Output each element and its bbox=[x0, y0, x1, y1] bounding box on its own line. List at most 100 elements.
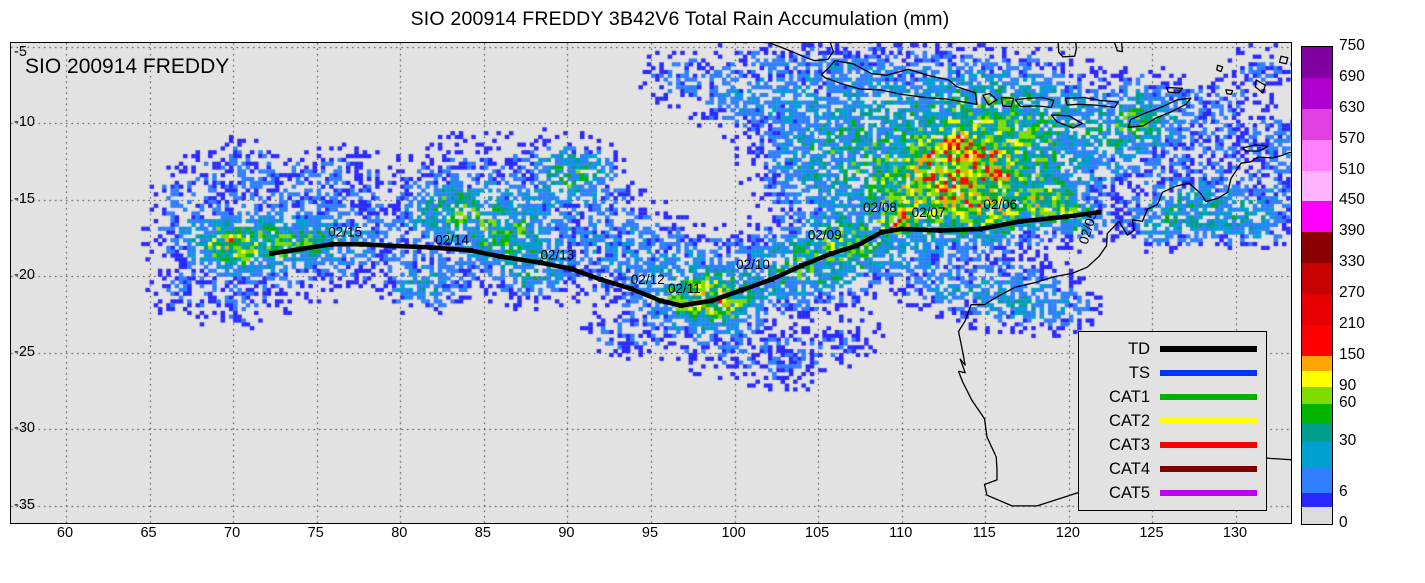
track-point-marker bbox=[598, 276, 604, 282]
track-point-marker bbox=[1063, 214, 1069, 220]
track-point-marker bbox=[738, 287, 744, 293]
x-axis-tick-label: 65 bbox=[140, 525, 157, 541]
legend-label: TS bbox=[1128, 363, 1150, 382]
track-date-label: 02/09 bbox=[808, 228, 842, 243]
colorbar-band bbox=[1302, 507, 1332, 524]
colorbar-band bbox=[1302, 387, 1332, 404]
x-axis-tick-label: 70 bbox=[224, 525, 241, 541]
track-point-marker bbox=[387, 243, 393, 249]
track-date-label: 02/07 bbox=[912, 205, 946, 220]
y-axis-tick-label: -5 bbox=[14, 44, 27, 60]
colorbar-tick-label: 750 bbox=[1339, 37, 1365, 54]
track-point-marker bbox=[977, 226, 983, 232]
y-axis-tick-label: -35 bbox=[14, 496, 35, 513]
colorbar-band bbox=[1302, 294, 1332, 325]
track-point-marker bbox=[829, 250, 835, 256]
coastline-tanimbar bbox=[1254, 79, 1266, 94]
track-date-label: 02/10 bbox=[736, 257, 770, 272]
track-date-label: 02/15 bbox=[328, 225, 362, 240]
track-point-marker bbox=[798, 263, 804, 269]
track-date-label: 02/06 bbox=[983, 197, 1017, 212]
colorbar-tick-label: 0 bbox=[1339, 514, 1348, 531]
colorbar-tick-label: 150 bbox=[1339, 346, 1365, 364]
x-axis-tick-label: 85 bbox=[474, 525, 491, 541]
coastline-sumba bbox=[1050, 114, 1083, 129]
x-axis-tick-label: 115 bbox=[972, 525, 996, 541]
colorbar-band bbox=[1302, 232, 1332, 263]
colorbar-band bbox=[1302, 201, 1332, 232]
track-date-label: 02/13 bbox=[541, 248, 575, 263]
legend-swatch bbox=[1160, 418, 1257, 424]
track-date-label: 02/12 bbox=[631, 272, 665, 287]
track-point-marker bbox=[937, 228, 943, 234]
legend-entry: TD bbox=[1088, 340, 1257, 359]
track-point-marker bbox=[498, 254, 504, 260]
colorbar-tick-label: 90 bbox=[1339, 377, 1357, 395]
colorbar-band bbox=[1302, 493, 1332, 507]
legend-entry: CAT1 bbox=[1088, 388, 1257, 407]
x-axis-tick-label: 100 bbox=[721, 525, 746, 541]
colorbar bbox=[1301, 46, 1333, 525]
coastline-java bbox=[820, 60, 978, 105]
legend-swatch bbox=[1160, 490, 1257, 496]
legend-swatch bbox=[1160, 442, 1257, 448]
y-axis-tick-label: -25 bbox=[14, 343, 35, 360]
colorbar-tick-label: 60 bbox=[1339, 394, 1357, 412]
track-point-marker bbox=[329, 241, 335, 247]
colorbar-band bbox=[1302, 467, 1332, 493]
track-point-marker bbox=[854, 243, 860, 249]
track-point-marker bbox=[899, 226, 905, 232]
coastline-kai bbox=[1278, 55, 1289, 65]
track-date-label: 02/11 bbox=[668, 281, 701, 296]
track-date-label: 02/14 bbox=[435, 232, 469, 247]
x-axis-tick-label: 60 bbox=[56, 525, 74, 541]
colorbar-tick-label: 390 bbox=[1339, 222, 1365, 240]
colorbar-tick-label: 630 bbox=[1339, 99, 1365, 116]
legend-label: CAT1 bbox=[1109, 387, 1150, 406]
colorbar-band bbox=[1302, 404, 1332, 423]
legend-label: CAT3 bbox=[1109, 435, 1150, 454]
colorbar-tick-label: 6 bbox=[1339, 482, 1348, 500]
colorbar-tick-label: 330 bbox=[1339, 253, 1365, 271]
colorbar-tick-label: 690 bbox=[1339, 68, 1365, 85]
storm-id-label: SIO 200914 FREDDY bbox=[25, 55, 230, 78]
colorbar-band bbox=[1302, 371, 1332, 387]
x-axis-tick-label: 120 bbox=[1055, 525, 1080, 541]
legend-entry: TS bbox=[1088, 364, 1257, 383]
legend-swatch bbox=[1160, 370, 1257, 376]
x-axis-tick-label: 75 bbox=[307, 525, 324, 541]
legend-label: CAT2 bbox=[1109, 411, 1150, 430]
track-point-marker bbox=[359, 241, 365, 247]
x-axis-tick-label: 110 bbox=[889, 525, 913, 541]
x-axis-tick-label: 90 bbox=[558, 525, 575, 541]
coastline-sulawesi-sw bbox=[1057, 43, 1078, 58]
rain-accumulation-canvas bbox=[11, 43, 1291, 523]
chart-title: SIO 200914 FREDDY 3B42V6 Total Rain Accu… bbox=[410, 8, 950, 30]
colorbar-band bbox=[1302, 325, 1332, 356]
coastline-buton bbox=[1114, 43, 1124, 53]
coastline-flores bbox=[1064, 96, 1119, 109]
track-point-marker bbox=[568, 266, 574, 272]
colorbar-tick-label: 270 bbox=[1339, 284, 1365, 302]
y-axis-tick-label: -20 bbox=[14, 267, 35, 284]
colorbar-tick-label: 30 bbox=[1339, 431, 1357, 449]
legend-entry: CAT5 bbox=[1088, 484, 1257, 503]
legend-label: TD bbox=[1128, 339, 1150, 358]
coastline-sumbawa bbox=[1014, 96, 1055, 109]
legend-swatch bbox=[1160, 394, 1257, 400]
legend-label: CAT5 bbox=[1109, 483, 1150, 502]
track-point-marker bbox=[708, 298, 714, 304]
storm-category-legend: TD TS CAT1 CAT2 CAT3 CAT4 CAT5 bbox=[1078, 331, 1267, 511]
colorbar-band bbox=[1302, 423, 1332, 442]
track-point-marker bbox=[299, 246, 305, 252]
colorbar-tick-label: 450 bbox=[1339, 191, 1365, 209]
colorbar-band bbox=[1302, 109, 1332, 140]
track-point-marker bbox=[269, 250, 275, 256]
colorbar-tick-label: 570 bbox=[1339, 130, 1365, 147]
legend-swatch bbox=[1160, 346, 1257, 352]
coastline-bali bbox=[982, 92, 998, 106]
coastline-sumatra bbox=[768, 43, 834, 62]
colorbar-band bbox=[1302, 140, 1332, 171]
coastline-melville bbox=[1242, 144, 1269, 152]
